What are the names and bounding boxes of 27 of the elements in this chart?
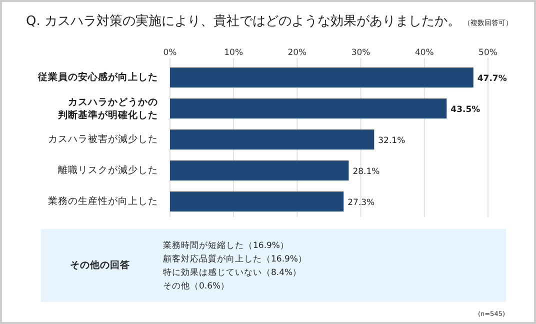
- text: 顧客対応品質が向上した（16.9%）: [163, 254, 308, 264]
- x-tick-label: 30%: [351, 48, 370, 58]
- y-tick-label: 業務の生産性が向上した: [48, 195, 158, 208]
- x-tick-label: 50%: [478, 48, 498, 58]
- bar: [170, 130, 374, 150]
- data-label: 28.1%: [352, 167, 380, 177]
- bar: [170, 98, 447, 118]
- text: その他の回答: [70, 259, 130, 271]
- data-label: 43.5%: [450, 105, 481, 115]
- data-label: 47.7%: [477, 74, 508, 84]
- bar: [170, 192, 344, 212]
- y-tick-label: カスハラ被害が減少した: [48, 133, 158, 146]
- x-tick-label: 0%: [163, 48, 177, 58]
- chart-title: Q. カスハラ対策の実施により、貴社ではどのような効果がありましたか。: [26, 14, 460, 29]
- x-tick-label: 20%: [288, 48, 307, 58]
- data-label: 32.1%: [378, 136, 406, 146]
- text: 特に効果は感じていない（8.4%）: [163, 267, 302, 278]
- x-tick-label: 40%: [414, 48, 434, 58]
- y-tick-label: 従業員の安心感が向上した: [38, 71, 158, 84]
- data-label: 27.3%: [348, 198, 375, 208]
- x-tick-label: 10%: [224, 48, 244, 58]
- y-tick-label: 離職リスクが減少した: [58, 164, 158, 177]
- bar: [170, 68, 474, 88]
- text: 業務時間が短縮した（16.9%）: [163, 240, 290, 251]
- bar: [170, 160, 349, 180]
- y-tick-label: カスハラかどうかの判断基準が明確化した: [58, 96, 158, 122]
- text: その他（0.6%）: [163, 280, 230, 292]
